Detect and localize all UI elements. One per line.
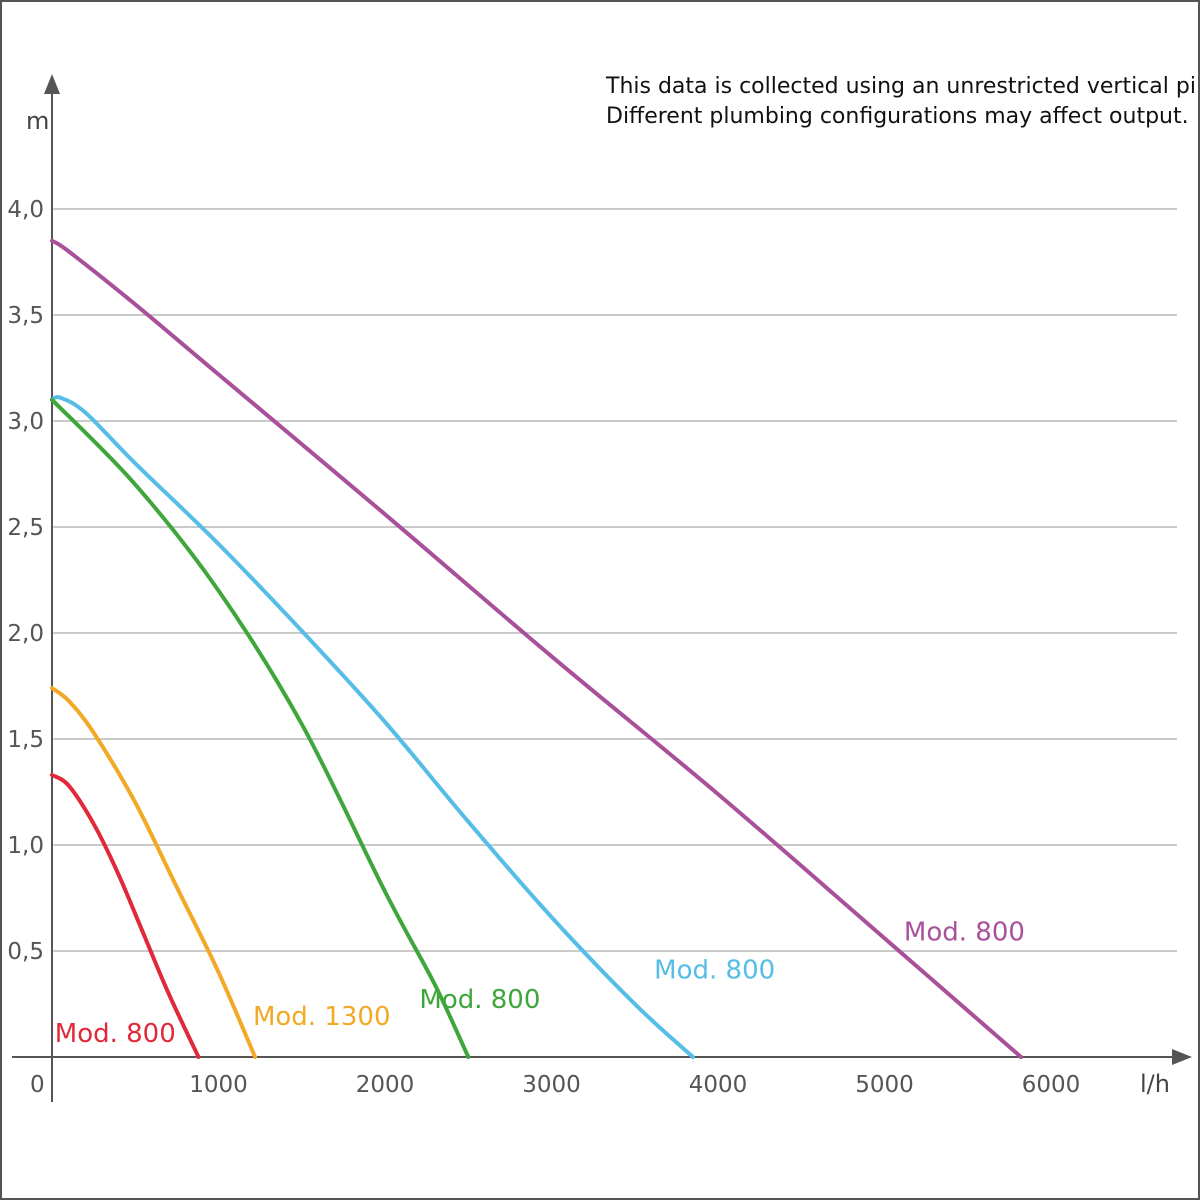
x-axis-label: l/h — [1140, 1070, 1170, 1098]
series-line — [50, 238, 1023, 1059]
series-labels: Mod. 800 Mod. 800 Mod. 800 Mod. 1300 Mod. 80… — [55, 917, 1025, 1049]
y-tick-label: 1,5 — [7, 727, 44, 753]
x-tick-label: 6000 — [1022, 1072, 1081, 1098]
y-axis-arrow-icon — [44, 74, 60, 94]
series-line — [50, 395, 695, 1059]
y-tick-label: 3,0 — [7, 409, 44, 435]
x-tick-label: 1000 — [189, 1072, 248, 1098]
gridlines — [52, 208, 1177, 952]
y-tick-label: 2,5 — [7, 515, 44, 541]
x-tick-label: 4000 — [689, 1072, 748, 1098]
x-axis-arrow-icon — [1172, 1049, 1192, 1065]
annotation-line-1: This data is collected using an unrestri… — [605, 74, 1198, 99]
series-label: Mod. 1300 — [253, 1002, 391, 1032]
series-label: Mod. 800 — [654, 956, 775, 986]
annotation-line-2: Different plumbing configurations may af… — [606, 104, 1189, 129]
x-tick-labels: 1000 2000 3000 4000 5000 6000 — [189, 1072, 1080, 1098]
series-line — [50, 686, 258, 1059]
origin-label: 0 — [30, 1072, 45, 1098]
series-label: Mod. 800 — [904, 917, 1025, 947]
y-tick-label: 0,5 — [7, 939, 44, 965]
series-line — [50, 397, 471, 1059]
series-label: Mod. 800 — [419, 985, 540, 1015]
annotation: This data is collected using an unrestri… — [605, 74, 1200, 129]
y-tick-label: 3,5 — [7, 303, 44, 329]
y-axis-label: m — [26, 107, 49, 135]
x-tick-label: 3000 — [522, 1072, 581, 1098]
x-tick-label: 2000 — [356, 1072, 415, 1098]
axes: m l/h 0 — [12, 74, 1192, 1102]
series-label: Mod. 800 — [55, 1019, 176, 1049]
y-tick-label: 4,0 — [7, 197, 44, 223]
series-lines — [50, 238, 1023, 1059]
series-line — [50, 773, 201, 1059]
x-tick-label: 5000 — [855, 1072, 914, 1098]
y-tick-labels: 0,5 1,0 1,5 2,0 2,5 3,0 3,5 4,0 — [7, 197, 44, 965]
y-tick-label: 2,0 — [7, 621, 44, 647]
y-tick-label: 1,0 — [7, 833, 44, 859]
